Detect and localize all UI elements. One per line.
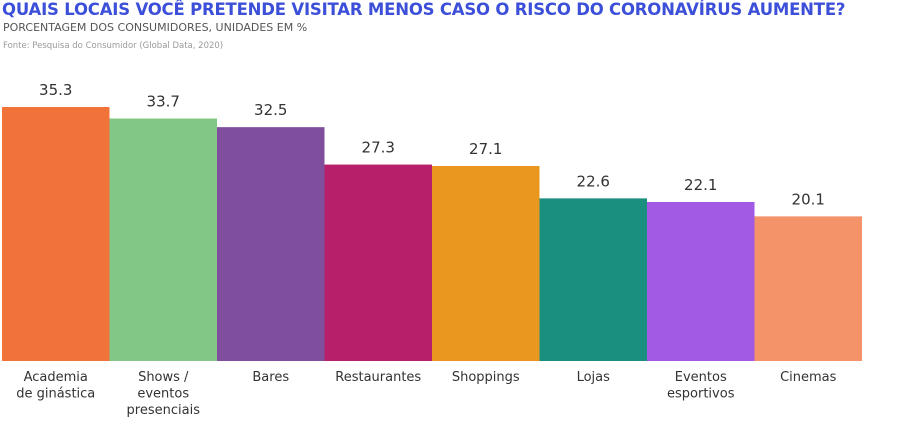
category-label-line: Shows / xyxy=(138,370,189,385)
data-label: 22.6 xyxy=(577,172,610,190)
category-label: Restaurantes xyxy=(335,370,421,385)
category-label-line: presenciais xyxy=(127,403,201,418)
data-label: 35.3 xyxy=(39,81,72,99)
data-label: 22.1 xyxy=(684,176,717,194)
bar xyxy=(754,216,862,361)
chart-title: QUAIS LOCAIS VOCÊ PRETENDE VISITAR MENOS… xyxy=(2,0,846,19)
category-label-line: Bares xyxy=(252,370,289,385)
bar xyxy=(2,107,110,361)
category-label: Shoppings xyxy=(452,370,520,385)
category-label: Shows / eventos presenciais xyxy=(127,370,201,418)
category-label-line: Lojas xyxy=(577,370,611,385)
chart-source: Fonte: Pesquisa do Consumidor (Global Da… xyxy=(3,41,224,51)
category-label-line: Academia xyxy=(24,370,88,385)
category-label: Bares xyxy=(252,370,289,385)
category-label-line: eventos xyxy=(137,387,189,402)
data-label: 32.5 xyxy=(254,101,287,119)
bar xyxy=(539,198,647,361)
bar xyxy=(324,164,432,361)
category-label: Lojas xyxy=(577,370,611,385)
category-label-line: de ginástica xyxy=(16,387,95,402)
category-label-line: Cinemas xyxy=(780,370,837,385)
category-label: Eventos esportivos xyxy=(667,370,735,402)
bar xyxy=(432,166,540,361)
category-label-line: Restaurantes xyxy=(335,370,421,385)
category-label: Academia de ginástica xyxy=(16,370,95,402)
bar xyxy=(109,118,217,361)
data-label: 27.3 xyxy=(362,139,395,157)
data-label: 20.1 xyxy=(792,190,825,208)
bar xyxy=(217,127,325,361)
category-label-line: esportivos xyxy=(667,387,735,402)
data-label: 33.7 xyxy=(147,93,180,111)
category-label-line: Shoppings xyxy=(452,370,520,385)
bar xyxy=(647,201,755,361)
chart-subtitle: PORCENTAGEM DOS CONSUMIDORES, UNIDADES E… xyxy=(3,21,308,34)
category-label: Cinemas xyxy=(780,370,837,385)
data-label: 27.1 xyxy=(469,140,502,158)
category-label-line: Eventos xyxy=(675,370,727,385)
